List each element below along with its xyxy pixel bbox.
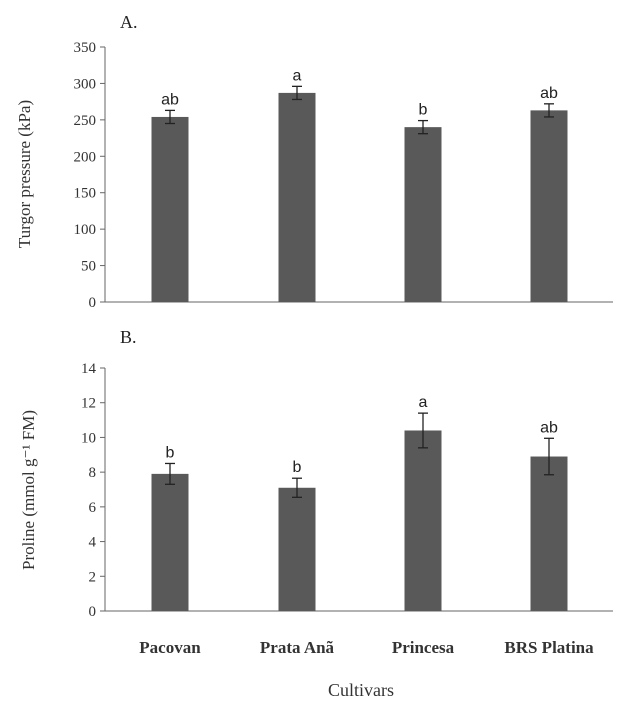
panel-b-label: B. xyxy=(120,327,137,347)
panel-a-bar xyxy=(151,116,189,302)
panel-a-y-tick-label: 100 xyxy=(74,222,97,238)
x-tick-label: Princesa xyxy=(392,638,455,657)
panel-a-significance-letter: ab xyxy=(540,85,558,102)
panel-b-y-tick-label: 6 xyxy=(89,500,97,516)
panel-a-y-tick-label: 350 xyxy=(74,40,97,56)
panel-a-y-tick-label: 200 xyxy=(74,149,97,165)
x-axis-label: Cultivars xyxy=(328,680,394,700)
panel-b-significance-letter: b xyxy=(166,444,175,461)
panel-b-plot: 0 2 4 6 8 10 12 14 b b a ab xyxy=(81,361,613,620)
panel-b-significance-letter: b xyxy=(293,459,302,476)
panel-b-bar xyxy=(404,430,442,611)
panel-a: A. Turgor pressure (kPa) 0 50 100 150 200 250… xyxy=(15,12,613,311)
panel-b-y-tick-label: 8 xyxy=(89,465,97,481)
x-tick-label: Prata Anã xyxy=(260,638,335,657)
panel-a-y-tick-label: 0 xyxy=(89,295,97,311)
panel-b-bar xyxy=(278,487,316,611)
panel-b-bar xyxy=(151,473,189,611)
panel-a-y-axis-label: Turgor pressure (kPa) xyxy=(15,100,34,248)
x-category-labels: Pacovan Prata Anã Princesa BRS Platina xyxy=(139,638,594,657)
panel-b-y-tick-label: 2 xyxy=(89,569,97,585)
panel-a-significance-letter: ab xyxy=(161,91,179,108)
panel-a-y-tick-label: 250 xyxy=(74,113,97,129)
panel-b-y-axis-label: Proline (mmol g⁻¹ FM) xyxy=(19,410,38,570)
panel-a-y-tick-label: 50 xyxy=(81,259,96,275)
panel-a-y-tick-label: 300 xyxy=(74,76,97,92)
panel-b: B. Proline (mmol g⁻¹ FM) 0 2 4 6 8 10 12 14 b b a a… xyxy=(19,327,613,620)
panel-a-label: A. xyxy=(120,12,138,32)
panel-b-y-tick-label: 4 xyxy=(89,535,97,551)
panel-b-significance-letter: ab xyxy=(540,419,558,436)
x-tick-label: BRS Platina xyxy=(504,638,594,657)
panel-b-y-tick-label: 14 xyxy=(81,361,97,377)
panel-b-y-tick-label: 12 xyxy=(81,396,96,412)
panel-a-y-tick-label: 150 xyxy=(74,186,97,202)
panel-a-significance-letter: a xyxy=(293,67,302,84)
panel-b-y-tick-label: 0 xyxy=(89,604,97,620)
panel-a-bar xyxy=(404,127,442,303)
panel-b-bar xyxy=(530,456,568,611)
panel-a-bar xyxy=(530,110,568,302)
panel-b-significance-letter: a xyxy=(419,394,428,411)
panel-b-y-tick-label: 10 xyxy=(81,430,96,446)
panel-a-significance-letter: b xyxy=(419,102,428,119)
x-tick-label: Pacovan xyxy=(139,638,201,657)
panel-a-bar xyxy=(278,92,316,303)
